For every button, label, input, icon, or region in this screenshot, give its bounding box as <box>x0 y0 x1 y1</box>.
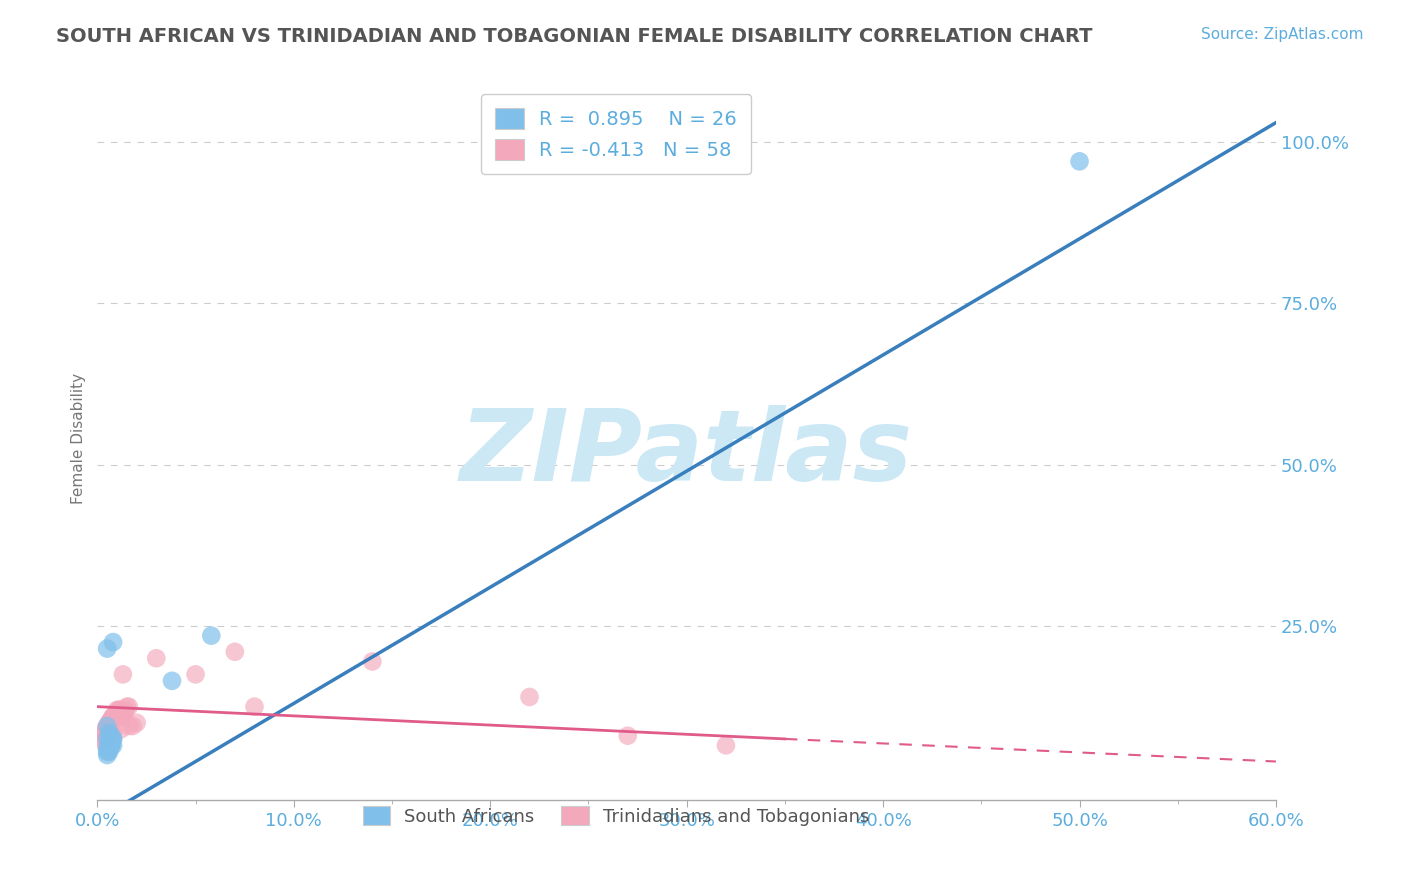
Point <box>98 719 121 733</box>
Point <box>94 723 117 737</box>
Point <box>105 703 128 717</box>
Point <box>243 699 266 714</box>
Point <box>98 719 121 733</box>
Point <box>96 745 118 759</box>
Point <box>98 741 121 756</box>
Point <box>98 735 121 749</box>
Point <box>519 690 541 704</box>
Point <box>98 729 121 743</box>
Point <box>110 706 132 720</box>
Point <box>101 713 124 727</box>
Point <box>115 699 138 714</box>
Point <box>101 739 124 753</box>
Point <box>96 747 118 762</box>
Point <box>94 725 117 739</box>
Point <box>110 706 132 720</box>
Point <box>94 725 117 739</box>
Point <box>114 703 136 717</box>
Point <box>108 703 131 717</box>
Point <box>98 741 121 756</box>
Point <box>145 651 167 665</box>
Point <box>184 667 207 681</box>
Point <box>1069 154 1091 169</box>
Point <box>361 655 384 669</box>
Point <box>94 731 117 746</box>
Point <box>96 725 118 739</box>
Point <box>94 729 117 743</box>
Point <box>121 719 143 733</box>
Point <box>98 741 121 756</box>
Point <box>96 741 118 756</box>
Point <box>100 739 122 753</box>
Point <box>101 635 124 649</box>
Point <box>91 729 114 743</box>
Text: SOUTH AFRICAN VS TRINIDADIAN AND TOBAGONIAN FEMALE DISABILITY CORRELATION CHART: SOUTH AFRICAN VS TRINIDADIAN AND TOBAGON… <box>56 27 1092 45</box>
Point <box>98 719 121 733</box>
Point <box>100 735 122 749</box>
Point <box>96 725 118 739</box>
Point <box>98 739 121 753</box>
Point <box>100 713 122 727</box>
Point <box>101 731 124 746</box>
Point <box>98 715 121 730</box>
Point <box>100 729 122 743</box>
Point <box>101 709 124 723</box>
Point <box>224 645 246 659</box>
Point <box>96 723 118 737</box>
Point <box>104 709 127 723</box>
Point <box>91 735 114 749</box>
Point <box>96 719 118 733</box>
Point <box>91 731 114 746</box>
Point <box>101 709 124 723</box>
Point <box>100 735 122 749</box>
Point <box>105 706 128 720</box>
Point <box>96 731 118 746</box>
Point <box>91 729 114 743</box>
Point <box>100 725 122 739</box>
Point <box>96 729 118 743</box>
Point <box>96 719 118 733</box>
Text: Source: ZipAtlas.com: Source: ZipAtlas.com <box>1201 27 1364 42</box>
Point <box>101 731 124 746</box>
Point <box>105 709 128 723</box>
Legend: South Africans, Trinidadians and Tobagonians: South Africans, Trinidadians and Tobagon… <box>353 797 879 835</box>
Point <box>101 725 124 739</box>
Point <box>96 723 118 737</box>
Point <box>100 715 122 730</box>
Point <box>714 739 737 753</box>
Point <box>118 699 141 714</box>
Point <box>108 703 131 717</box>
Point <box>110 723 132 737</box>
Point <box>111 709 134 723</box>
Point <box>100 739 122 753</box>
Point <box>98 715 121 730</box>
Point <box>125 715 148 730</box>
Point <box>114 706 136 720</box>
Point <box>98 729 121 743</box>
Point <box>96 725 118 739</box>
Point <box>96 641 118 656</box>
Point <box>616 729 638 743</box>
Point <box>98 745 121 759</box>
Text: ZIPatlas: ZIPatlas <box>460 405 914 502</box>
Point <box>100 739 122 753</box>
Point <box>111 667 134 681</box>
Y-axis label: Female Disability: Female Disability <box>72 373 86 504</box>
Point <box>98 725 121 739</box>
Point <box>100 713 122 727</box>
Point <box>160 673 183 688</box>
Point <box>94 731 117 746</box>
Point <box>200 629 222 643</box>
Point <box>118 719 141 733</box>
